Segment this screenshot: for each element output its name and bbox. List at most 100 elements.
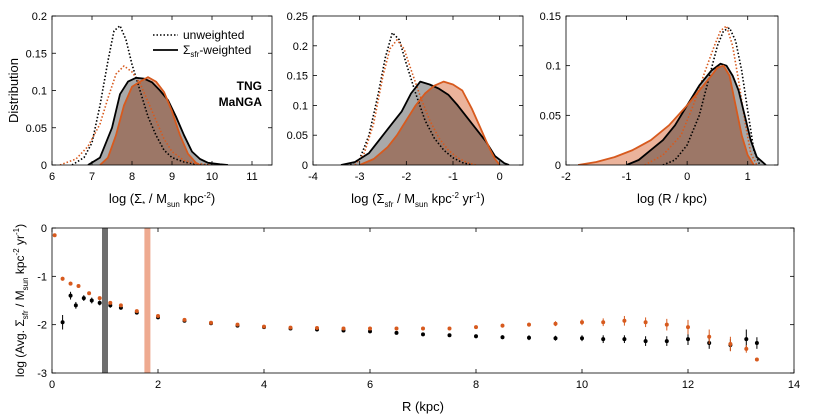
band-manga-characteristic-radius: [144, 228, 151, 373]
data-point: [368, 326, 372, 331]
data-point: [500, 335, 505, 340]
data-point: [421, 326, 425, 331]
x-tick-label: 10: [206, 171, 218, 183]
data-point: [580, 336, 584, 341]
data-point: [76, 284, 81, 288]
x-tick-label: -3: [355, 171, 365, 183]
data-point: [643, 339, 648, 344]
y-tick-label: 0: [41, 223, 47, 235]
legend-weighted-label: Σsfr-weighted: [183, 43, 251, 59]
x-axis-title: log (R / kpc): [637, 191, 707, 206]
x-tick-label: 12: [682, 379, 694, 391]
plot-area: [340, 31, 510, 165]
legend: unweighted Σsfr-weighted TNG MaNGA: [153, 28, 262, 109]
x-tick-label: -4: [308, 171, 318, 183]
y-tick-label: 0.15: [540, 11, 561, 23]
data-point: [728, 342, 733, 346]
plot-area: [59, 24, 229, 165]
y-tick-label: 0.05: [287, 130, 308, 142]
axes-frame: [51, 227, 795, 374]
y-tick-label: 0.2: [293, 41, 308, 53]
panel-2: -4 -3 -2 -1 0 0 0.05 0.1 0.15 0.2 0.25 log (Σsfr / …: [287, 11, 524, 209]
y-tick-label: 0.15: [287, 71, 308, 83]
plot-area: [577, 25, 767, 165]
data-point: [707, 334, 712, 339]
data-point: [601, 320, 606, 325]
panel-1: 6 7 8 9 10 11 0 0.05 0.1 0.15 0.2 log (Σ* / Msun kp…: [6, 11, 273, 209]
x-tick-label: -2: [401, 171, 411, 183]
data-point: [394, 326, 399, 331]
data-point: [108, 300, 113, 305]
data-point: [580, 320, 584, 325]
line-tng-sfr-weighted: [626, 62, 767, 165]
data-point: [73, 303, 78, 308]
data-point: [527, 322, 531, 327]
y-tick-label: 0.2: [32, 11, 47, 23]
data-point: [754, 357, 759, 362]
y-tick-label: -3: [37, 368, 47, 380]
data-point: [262, 324, 266, 329]
data-point: [60, 320, 65, 325]
y-tick-label: -2: [37, 320, 47, 332]
legend-tng-label: TNG: [237, 79, 262, 93]
panel-3: -2 -1 0 1 0 0.05 0.1 0.15 log (R / kpc): [540, 11, 779, 206]
data-point: [97, 300, 102, 305]
x-tick-label: 8: [473, 379, 479, 391]
y-tick-label: 0.15: [26, 48, 47, 60]
x-tick-label: 4: [261, 379, 267, 391]
x-tick-label: 1: [745, 171, 751, 183]
y-tick-label: 0.05: [540, 110, 561, 122]
data-point: [87, 291, 92, 296]
fill-manga-sfr-weighted: [578, 65, 754, 165]
fill-manga-sfr-weighted: [359, 81, 500, 165]
data-point: [81, 296, 86, 301]
series-tng: [60, 291, 759, 351]
legend-manga-label: MaNGA: [219, 95, 263, 109]
y-tick-label: 0: [41, 160, 47, 172]
data-point: [118, 303, 123, 308]
y-axis-title: log (Avg. Σsfr / Msun kpc-2 yr-1): [12, 224, 30, 377]
band-tng-characteristic-radius: [102, 228, 108, 373]
data-point: [664, 339, 669, 344]
line-tng-unweighted: [662, 27, 761, 165]
data-point: [754, 341, 759, 346]
x-tick-label: 0: [49, 379, 55, 391]
data-point: [601, 337, 606, 342]
data-point: [686, 325, 690, 330]
data-point: [368, 329, 372, 334]
y-tick-label: 0.05: [26, 123, 47, 135]
data-point: [744, 337, 749, 342]
data-point: [500, 323, 505, 328]
data-point: [421, 332, 425, 337]
data-point: [744, 346, 749, 351]
x-axis-title: log (Σ* / Msun kpc-2): [109, 191, 215, 209]
x-tick-label: -1: [448, 171, 458, 183]
data-point: [643, 320, 648, 325]
y-tick-label: 0.25: [287, 11, 308, 23]
axes-frame: [565, 15, 779, 166]
data-point: [553, 321, 558, 326]
data-point: [288, 325, 293, 330]
data-point: [235, 322, 240, 327]
y-axis-title: Distribution: [6, 58, 21, 123]
data-point: [89, 298, 94, 303]
y-tick-label: 0.1: [32, 86, 47, 98]
y-tick-label: -1: [37, 271, 47, 283]
x-tick-label: 2: [155, 379, 161, 391]
x-tick-label: 6: [367, 379, 373, 391]
x-tick-label: 6: [49, 171, 55, 183]
data-point: [527, 335, 531, 340]
data-point: [394, 330, 399, 335]
x-tick-label: 8: [129, 171, 135, 183]
line-tng-sfr-weighted: [87, 76, 229, 165]
x-tick-label: 0: [497, 171, 503, 183]
x-tick-label: 10: [576, 379, 588, 391]
y-tick-label: 0: [555, 160, 561, 172]
data-point: [341, 326, 346, 331]
x-tick-label: 9: [169, 171, 175, 183]
data-point: [474, 334, 478, 339]
data-point: [68, 281, 73, 286]
data-point: [68, 293, 73, 298]
x-tick-label: 11: [246, 171, 257, 183]
